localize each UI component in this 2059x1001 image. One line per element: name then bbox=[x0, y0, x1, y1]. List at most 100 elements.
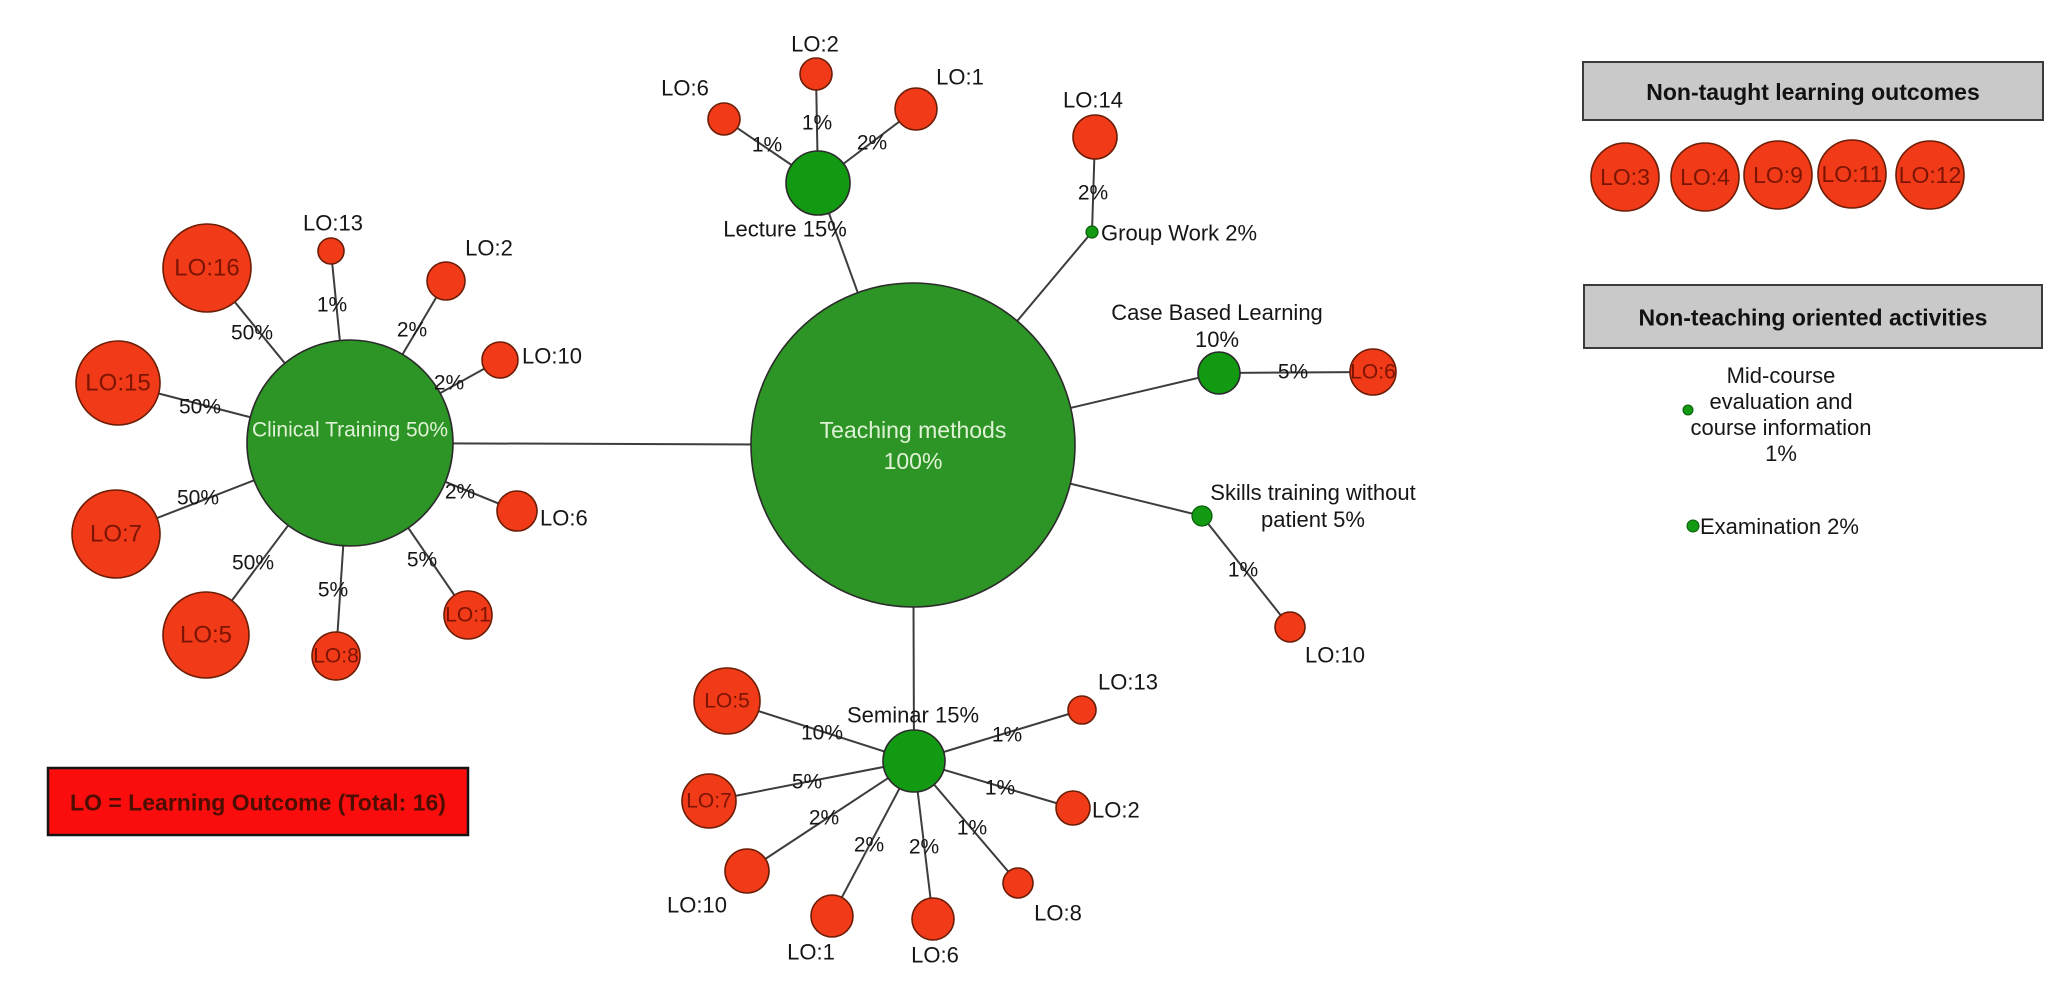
node-label-se13: LO:13 bbox=[1098, 670, 1158, 695]
edge-label-seminar-se6: 2% bbox=[909, 836, 939, 859]
activity-node-teaching bbox=[750, 282, 1076, 608]
node-label-lecture: Lecture 15% bbox=[723, 217, 847, 242]
node-label-se5: LO:5 bbox=[704, 690, 750, 713]
edge-label-clinical-c1: 5% bbox=[407, 549, 437, 572]
activity-dot-0 bbox=[1682, 404, 1694, 416]
lo-node-se1 bbox=[810, 894, 854, 938]
edge-label-clinical-c13: 1% bbox=[317, 294, 347, 317]
node-label-c6: LO:6 bbox=[540, 506, 588, 531]
lo-node-se7 bbox=[681, 773, 737, 829]
node-label-skills: Skills training without patient 5% bbox=[1210, 480, 1415, 532]
diagram-labels: 50% 1% 2% 50% 2% 50% 50% 5% 5% 2% 1% 1% 2% 2% 5% 1% 10% 5… bbox=[85, 32, 1415, 968]
activity-label-1: Examination 2% bbox=[1700, 514, 1859, 539]
node-label-c2: LO:2 bbox=[465, 236, 513, 261]
edge-seminar-se10 bbox=[746, 760, 915, 872]
edge-label-seminar-se5: 10% bbox=[801, 722, 843, 745]
edge-label-clinical-c6: 2% bbox=[445, 481, 475, 504]
lo-node-se2 bbox=[1055, 790, 1091, 826]
edge-label-seminar-se8: 1% bbox=[957, 817, 987, 840]
lo-node-c6 bbox=[496, 490, 538, 532]
edge-label-lecture-l6: 1% bbox=[752, 134, 782, 157]
non-taught-lo-node-4 bbox=[1895, 140, 1965, 210]
edge-label-clinical-c2: 2% bbox=[397, 319, 427, 342]
non-taught-lo-label-0: LO:3 bbox=[1600, 164, 1650, 190]
lo-node-cb6 bbox=[1349, 348, 1397, 396]
node-label-g14: LO:14 bbox=[1063, 88, 1123, 113]
edge-label-clinical-c10: 2% bbox=[434, 372, 464, 395]
node-label-c8: LO:8 bbox=[313, 645, 359, 668]
node-label-c15: LO:15 bbox=[85, 370, 150, 397]
lo-node-c15 bbox=[75, 340, 161, 426]
node-label-c5: LO:5 bbox=[180, 622, 232, 649]
non-taught-lo-node-0 bbox=[1590, 142, 1660, 212]
lo-node-c16 bbox=[162, 223, 252, 313]
edge-label-clinical-c15: 50% bbox=[179, 396, 221, 419]
edge-label-seminar-se10: 2% bbox=[809, 807, 839, 830]
edge-label-groupwork-g14: 2% bbox=[1078, 182, 1108, 205]
non-taught-lo-node-1 bbox=[1670, 142, 1740, 212]
lo-node-se8 bbox=[1002, 867, 1034, 899]
node-label-se8: LO:8 bbox=[1034, 901, 1082, 926]
node-label-se7: LO:7 bbox=[686, 790, 732, 813]
non-taught-lo-label-2: LO:9 bbox=[1753, 162, 1803, 188]
edge-seminar-se7 bbox=[708, 760, 915, 802]
node-label-se6: LO:6 bbox=[911, 943, 959, 968]
lo-node-l6 bbox=[707, 102, 741, 136]
activity-label-0: Mid-course evaluation and course informati… bbox=[1691, 363, 1872, 466]
activity-dot-1 bbox=[1686, 519, 1700, 533]
node-label-c16: LO:16 bbox=[174, 255, 239, 282]
activity-node-clinical bbox=[246, 339, 454, 547]
lo-node-c2 bbox=[426, 261, 466, 301]
lo-node-s10 bbox=[1274, 611, 1306, 643]
activity-node-lecture bbox=[785, 150, 851, 216]
edge-label-cbl-cb6: 5% bbox=[1278, 361, 1308, 384]
activity-node-groupwork bbox=[1085, 225, 1099, 239]
node-label-se10: LO:10 bbox=[667, 893, 727, 918]
node-label-c13: LO:13 bbox=[303, 211, 363, 236]
node-label-l6: LO:6 bbox=[661, 76, 709, 101]
edge-label-clinical-c16: 50% bbox=[231, 322, 273, 345]
edge-label-clinical-c5: 50% bbox=[232, 552, 274, 575]
node-label-c10: LO:10 bbox=[522, 344, 582, 369]
non-taught-lo-label-3: LO:11 bbox=[1822, 161, 1883, 187]
node-label-cb6: LO:6 bbox=[1350, 361, 1396, 384]
lo-node-l1 bbox=[894, 87, 938, 131]
node-label-groupwork: Group Work 2% bbox=[1101, 221, 1257, 246]
non-teaching-header: Non-teaching oriented activities bbox=[1639, 305, 1988, 331]
non-teaching-header-box bbox=[1583, 284, 2043, 349]
edge-cbl-cb6 bbox=[1218, 371, 1374, 374]
edge-label-skills-s10: 1% bbox=[1228, 559, 1258, 582]
lo-node-se5 bbox=[693, 667, 761, 735]
lo-node-se6 bbox=[911, 897, 955, 941]
edge-label-seminar-se1: 2% bbox=[854, 834, 884, 857]
lo-node-se10 bbox=[724, 848, 770, 894]
node-label-c1: LO:1 bbox=[445, 604, 491, 627]
lo-node-g14 bbox=[1072, 114, 1118, 160]
non-taught-lo-node-2 bbox=[1743, 140, 1813, 210]
edge-label-lecture-l1: 2% bbox=[857, 132, 887, 155]
node-label-se1: LO:1 bbox=[787, 940, 835, 965]
activity-node-skills bbox=[1191, 505, 1213, 527]
non-taught-header-box bbox=[1582, 61, 2044, 121]
edge-label-seminar-se13: 1% bbox=[992, 724, 1022, 747]
node-label-se2: LO:2 bbox=[1092, 798, 1140, 823]
activity-node-cbl bbox=[1197, 351, 1241, 395]
lo-node-c13 bbox=[317, 237, 345, 265]
edge-label-seminar-se2: 1% bbox=[985, 777, 1015, 800]
non-taught-lo-label-4: LO:12 bbox=[1899, 162, 1962, 188]
lo-node-c5 bbox=[162, 591, 250, 679]
edge-skills-s10 bbox=[1201, 515, 1291, 628]
activity-node-seminar bbox=[882, 729, 946, 793]
node-label-c7: LO:7 bbox=[90, 521, 142, 548]
edge-label-clinical-c7: 50% bbox=[177, 487, 219, 510]
node-label-l1: LO:1 bbox=[936, 65, 984, 90]
legend-note-text: LO = Learning Outcome (Total: 16) bbox=[70, 790, 446, 816]
node-label-teaching: Teaching methods 100% bbox=[820, 417, 1007, 474]
non-taught-lo-node-3 bbox=[1817, 139, 1887, 209]
lo-node-c7 bbox=[71, 489, 161, 579]
lo-node-c8 bbox=[311, 631, 361, 681]
legend-note-box bbox=[46, 766, 470, 837]
node-circles bbox=[71, 57, 1397, 941]
lo-node-se13 bbox=[1067, 695, 1097, 725]
